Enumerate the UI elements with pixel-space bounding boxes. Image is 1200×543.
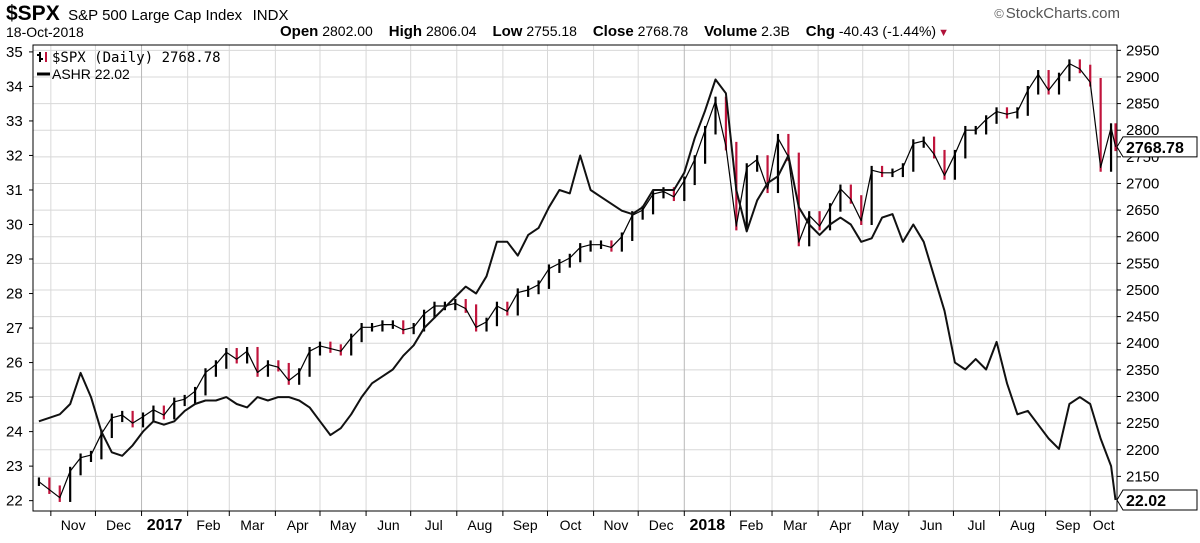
open-value: 2802.00	[322, 23, 373, 39]
exchange-label: INDX	[252, 7, 289, 24]
x-tick-label: May	[330, 517, 356, 533]
index-name: S&P 500 Large Cap Index	[68, 7, 243, 24]
last-value-box	[1116, 489, 1198, 511]
x-tick-label: Sep	[1055, 517, 1080, 533]
volume-value: 2.3B	[761, 23, 790, 39]
x-tick-label: May	[873, 517, 899, 533]
x-tick-label: Jun	[920, 517, 943, 533]
left-tick-label: 27	[6, 320, 23, 337]
left-tick-label: 26	[6, 355, 23, 372]
volume-label: Volume	[704, 23, 758, 40]
high-label: High	[388, 23, 423, 40]
right-tick-label: 2200	[1126, 442, 1159, 459]
x-tick-label: Nov	[61, 517, 86, 533]
close-value: 2768.78	[637, 23, 689, 39]
right-axis: 2150 2200 2250 2300 2350 2400 2450 2500 2550 2600…	[1116, 42, 1198, 511]
right-tick-label: 2950	[1126, 42, 1159, 59]
plot-border	[32, 44, 1118, 512]
low-value: 2755.18	[526, 23, 577, 39]
right-tick-label: 2150	[1126, 468, 1159, 485]
spx-last-value: 2768.78	[1116, 136, 1198, 158]
x-tick-label: Dec	[649, 517, 674, 533]
ticker-symbol: $SPX	[6, 2, 60, 25]
left-tick-label: 23	[6, 458, 23, 475]
x-tick-label: Oct	[1093, 517, 1115, 533]
spx-line	[38, 63, 1117, 499]
left-axis: 22 23 24 25 26 27 28 29 30 31 32 33 34 35	[6, 44, 33, 510]
legend-label-ashr: ASHR 22.02	[52, 66, 130, 82]
chart-date: 18-Oct-2018	[6, 24, 84, 40]
x-tick-label: 2018	[690, 517, 726, 534]
x-tick-label: Jul	[968, 517, 986, 533]
legend-item-spx: $SPX (Daily) 2768.78	[37, 50, 221, 66]
right-tick-label: 2250	[1126, 415, 1159, 432]
right-tick-label: 2600	[1126, 229, 1159, 246]
chart-title-row: $SPX S&P 500 Large Cap Index INDX	[6, 2, 289, 25]
last-value-box	[1116, 136, 1198, 158]
left-tick-label: 33	[6, 113, 23, 130]
chg-value: -40.43 (-1.44%)	[838, 23, 937, 39]
right-tick-label: 2800	[1126, 122, 1159, 139]
x-tick-label: Apr	[830, 517, 852, 533]
copyright-icon: ©	[994, 6, 1004, 21]
x-tick-label: Mar	[240, 517, 264, 533]
left-tick-label: 31	[6, 182, 23, 199]
right-tick-label: 2550	[1126, 255, 1159, 272]
x-tick-label: Apr	[287, 517, 309, 533]
x-tick-label: Sep	[513, 517, 538, 533]
last-value-label: 22.02	[1126, 493, 1166, 510]
plot-frame	[32, 44, 1118, 512]
ashr-line	[38, 78, 1117, 501]
close-label: Close	[592, 23, 634, 40]
x-tick-label: Oct	[560, 517, 582, 533]
low-label: Low	[492, 23, 523, 40]
last-value-label: 2768.78	[1126, 140, 1184, 157]
x-tick-label: Feb	[196, 517, 220, 533]
right-tick-label: 2850	[1126, 96, 1159, 113]
legend-item-ashr: ASHR 22.02	[37, 66, 130, 82]
ashr-last-value: 22.02	[1116, 489, 1198, 511]
x-tick-label: Aug	[1010, 517, 1035, 533]
right-tick-label: 2700	[1126, 175, 1159, 192]
left-tick-label: 25	[6, 389, 23, 406]
right-tick-label: 2650	[1126, 202, 1159, 219]
ohlc-readout: Open 2802.00 High 2806.04 Low 2755.18 Cl…	[280, 23, 949, 40]
left-tick-label: 29	[6, 251, 23, 268]
high-value: 2806.04	[425, 23, 477, 39]
brand-label: StockCharts.com	[1005, 5, 1120, 22]
right-tick-label: 2450	[1126, 309, 1159, 326]
left-tick-label: 34	[6, 78, 23, 95]
x-tick-label: Jul	[425, 517, 443, 533]
open-label: Open	[280, 23, 319, 40]
series-ashr	[38, 78, 1117, 501]
left-tick-label: 35	[6, 44, 23, 61]
right-tick-label: 2500	[1126, 282, 1159, 299]
x-tick-label: Nov	[603, 517, 628, 533]
brand-link[interactable]: © StockCharts.com	[994, 5, 1120, 22]
x-axis: Nov Dec 2017 Feb Mar Apr May Jun Jul Aug Sep Oct Nov…	[50, 511, 1115, 534]
left-tick-label: 22	[6, 493, 23, 510]
x-tick-label: Feb	[739, 517, 763, 533]
series-spx	[37, 59, 1117, 502]
right-tick-label: 2350	[1126, 362, 1159, 379]
x-tick-label: Aug	[467, 517, 492, 533]
chart-grid	[33, 45, 1117, 511]
right-tick-label: 2300	[1126, 388, 1159, 405]
x-tick-label: 2017	[147, 517, 183, 534]
down-triangle-icon: ▼	[938, 27, 949, 39]
left-tick-label: 28	[6, 286, 23, 303]
x-tick-label: Jun	[377, 517, 400, 533]
x-tick-label: Mar	[783, 517, 807, 533]
legend-label-spx: $SPX (Daily) 2768.78	[52, 50, 221, 66]
right-tick-label: 2900	[1126, 69, 1159, 86]
x-tick-label: Dec	[106, 517, 131, 533]
left-tick-label: 24	[6, 424, 23, 441]
left-tick-label: 30	[6, 216, 23, 233]
chg-label: Chg	[805, 23, 835, 40]
right-tick-label: 2400	[1126, 335, 1159, 352]
left-tick-label: 32	[6, 147, 23, 164]
